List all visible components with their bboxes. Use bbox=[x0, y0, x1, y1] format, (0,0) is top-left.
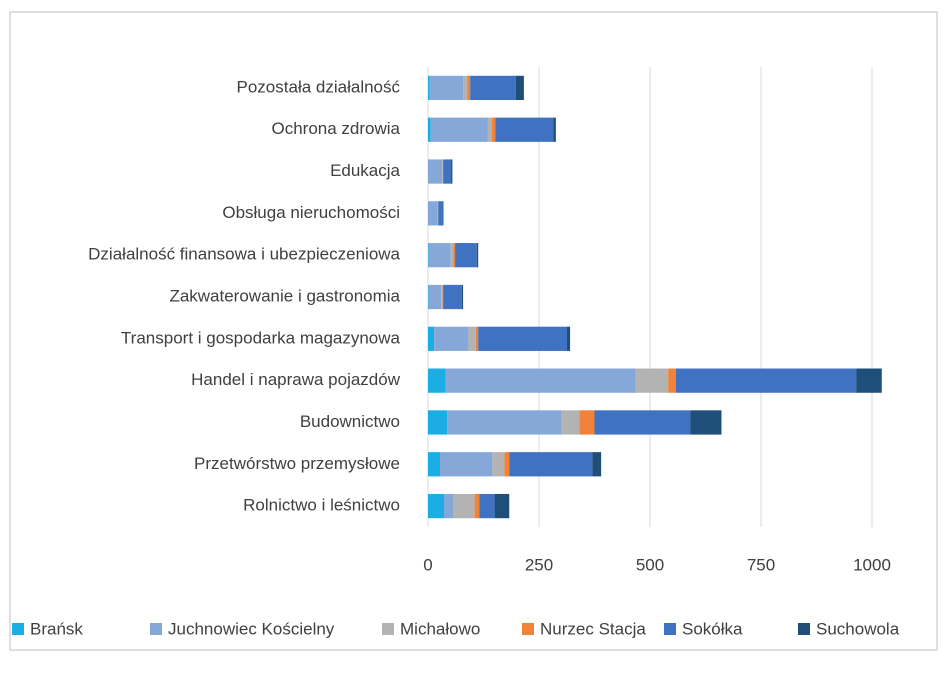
x-tick-label: 500 bbox=[636, 555, 664, 574]
x-tick-label: 750 bbox=[747, 555, 775, 574]
bar-segment bbox=[504, 452, 510, 477]
bar-segment bbox=[467, 75, 471, 101]
bar-segment bbox=[594, 410, 691, 435]
bar-segment bbox=[428, 410, 448, 435]
bar-segment bbox=[475, 326, 479, 351]
legend-swatch bbox=[12, 623, 24, 635]
bar-segment bbox=[450, 243, 454, 268]
bar-segment bbox=[453, 243, 456, 268]
bar-segment bbox=[479, 493, 495, 519]
bar-segment bbox=[441, 284, 443, 310]
legend-label: Brańsk bbox=[30, 619, 83, 638]
bar-segment bbox=[675, 368, 857, 393]
bar-segment bbox=[635, 368, 669, 393]
bar-segment bbox=[491, 117, 496, 142]
bar-segment bbox=[442, 159, 444, 184]
y-tick-label: Zakwaterowanie i gastronomia bbox=[169, 286, 400, 305]
bar-segment bbox=[443, 493, 454, 519]
bar-segment bbox=[470, 75, 516, 101]
bar-segment bbox=[428, 452, 440, 477]
legend-label: Michałowo bbox=[400, 619, 480, 638]
y-tick-label: Działalność finansowa i ubezpieczeniowa bbox=[88, 245, 400, 264]
bar-segment bbox=[438, 201, 444, 226]
bar-segment bbox=[428, 159, 443, 184]
bar-segment bbox=[451, 159, 453, 184]
bar-segment bbox=[443, 284, 462, 310]
bar-segment bbox=[561, 410, 580, 435]
bar-segment bbox=[492, 452, 505, 477]
bar-segment bbox=[429, 75, 464, 101]
bar-segment bbox=[487, 117, 492, 142]
y-tick-label: Transport i gospodarka magazynowa bbox=[121, 328, 401, 347]
y-tick-label: Edukacja bbox=[330, 161, 400, 180]
chart-frame bbox=[9, 11, 938, 651]
legend-label: Nurzec Stacja bbox=[540, 619, 646, 638]
bar-segment bbox=[592, 452, 602, 477]
bar-segment bbox=[468, 326, 476, 351]
bar-segment bbox=[428, 284, 442, 310]
bar-segment bbox=[443, 159, 452, 184]
legend-swatch bbox=[382, 623, 394, 635]
x-tick-label: 0 bbox=[423, 555, 432, 574]
bar-segment bbox=[445, 368, 636, 393]
bar-segment bbox=[428, 243, 451, 268]
bar-segment bbox=[495, 117, 554, 142]
bar-segment bbox=[434, 326, 469, 351]
bar-segment bbox=[579, 410, 595, 435]
bar-segment bbox=[515, 75, 524, 101]
x-tick-label: 250 bbox=[525, 555, 553, 574]
y-tick-label: Ochrona zdrowia bbox=[271, 119, 400, 138]
bar-segment bbox=[455, 243, 477, 268]
bar-segment bbox=[553, 117, 556, 142]
y-tick-label: Pozostała działalność bbox=[237, 77, 401, 96]
legend-swatch bbox=[664, 623, 676, 635]
bar-segment bbox=[453, 493, 475, 519]
bar-segment bbox=[494, 493, 510, 519]
y-tick-label: Przetwórstwo przemysłowe bbox=[194, 454, 400, 473]
bar-segment bbox=[690, 410, 722, 435]
bar-segment bbox=[447, 410, 562, 435]
legend-label: Juchnowiec Kościelny bbox=[168, 619, 335, 638]
bar-segment bbox=[566, 326, 571, 351]
bar-segment bbox=[428, 326, 435, 351]
bar-segment bbox=[476, 243, 479, 268]
bar-segment bbox=[463, 75, 468, 101]
legend-label: Sokółka bbox=[682, 619, 743, 638]
legend-swatch bbox=[798, 623, 810, 635]
legend-swatch bbox=[150, 623, 162, 635]
bar-segment bbox=[668, 368, 676, 393]
bar-segment bbox=[428, 368, 446, 393]
bar-segment bbox=[430, 117, 488, 142]
bar-segment bbox=[509, 452, 593, 477]
bar-segment bbox=[428, 201, 438, 226]
legend-swatch bbox=[522, 623, 534, 635]
y-tick-label: Handel i naprawa pojazdów bbox=[191, 370, 401, 389]
bar-segment bbox=[428, 493, 444, 519]
legend-label: Suchowola bbox=[816, 619, 900, 638]
bar-segment bbox=[439, 452, 493, 477]
y-tick-label: Rolnictwo i leśnictwo bbox=[243, 496, 400, 515]
x-tick-label: 1000 bbox=[853, 555, 891, 574]
bar-segment bbox=[428, 75, 430, 101]
bar-segment bbox=[856, 368, 882, 393]
y-tick-label: Budownictwo bbox=[300, 412, 400, 431]
bar-segment bbox=[474, 493, 480, 519]
bar-segment bbox=[428, 117, 431, 142]
bar-segment bbox=[461, 284, 464, 310]
bar-segment bbox=[478, 326, 567, 351]
y-tick-label: Obsługa nieruchomości bbox=[222, 203, 400, 222]
